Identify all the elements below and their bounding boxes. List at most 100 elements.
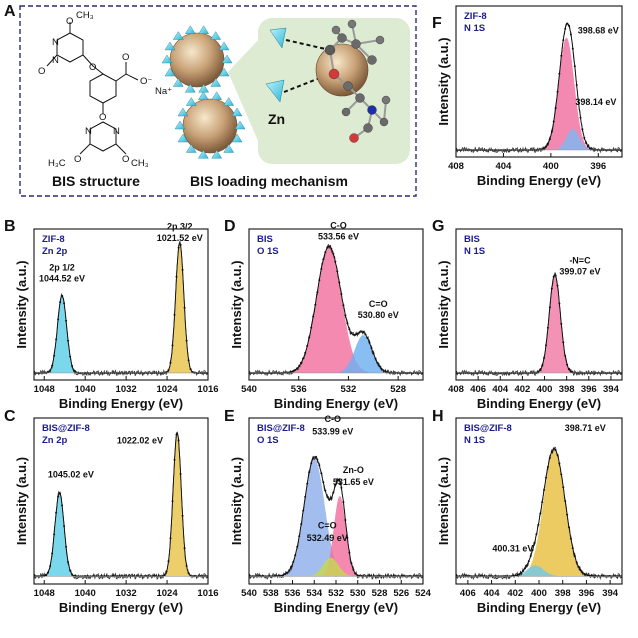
raw-data-point <box>171 344 174 347</box>
zn-tetrahedron-icon <box>234 120 246 130</box>
raw-data-point <box>348 551 351 554</box>
raw-data-point <box>562 341 565 344</box>
raw-data-point <box>55 338 58 341</box>
raw-data-point <box>550 287 553 290</box>
bis-molecule-sphere <box>315 43 369 97</box>
raw-data-point <box>49 565 52 567</box>
raw-data-point <box>344 519 347 521</box>
y-axis-title: Intensity (a.u.) <box>436 260 451 348</box>
x-axis-title: Binding Energy (eV) <box>59 600 183 615</box>
plot-frame <box>33 228 209 381</box>
raw-data-point <box>67 339 70 342</box>
peak-annotation: Zn-O <box>343 465 364 475</box>
panel-label-a: A <box>4 3 16 20</box>
peak-annotation: 533.56 eV <box>318 232 359 242</box>
raw-data-point <box>71 365 74 367</box>
raw-data-point <box>560 322 563 325</box>
raw-data-point <box>539 368 542 371</box>
molecule-atom <box>328 68 340 80</box>
raw-data-point <box>581 128 584 131</box>
raw-data-point <box>562 39 565 42</box>
raw-data-point <box>290 565 293 568</box>
chart-panel-e: E 540 538 536 534 532 530 528 526 524 Binding Ener… <box>224 408 432 615</box>
raw-data-point <box>302 357 305 360</box>
zn-tetrahedron-icon <box>184 25 196 34</box>
element-label: Zn 2p <box>42 246 68 257</box>
plot-area <box>34 240 208 377</box>
atom-n4: N <box>113 126 120 137</box>
raw-data-point <box>573 65 576 68</box>
zn-tetrahedron-icon <box>172 31 184 40</box>
x-tick-label: 532 <box>328 588 344 599</box>
raw-data-point <box>571 47 574 50</box>
raw-data-point <box>388 371 391 374</box>
raw-data-point <box>560 473 563 476</box>
peak-annotation: 533.99 eV <box>312 426 353 436</box>
raw-data-point <box>304 351 307 354</box>
raw-data-point <box>374 357 377 360</box>
x-tick-label: 1040 <box>75 588 96 599</box>
raw-data-point <box>55 511 58 514</box>
atom-n3: N <box>85 126 92 137</box>
x-tick-label: 524 <box>415 588 432 599</box>
raw-data-point <box>533 541 536 544</box>
x-tick-label: 406 <box>470 384 486 395</box>
x-tick-label: 398 <box>555 588 571 599</box>
chart-panel-c: C 1048 1040 1032 1024 1016 Binding Energy (eV)… <box>4 408 219 615</box>
peak-annotation: C=O <box>369 299 388 309</box>
coordination-bond-1 <box>285 39 331 51</box>
raw-data-point <box>358 331 361 334</box>
zif8-particle-top <box>161 25 233 93</box>
peak-annotation: 398.14 eV <box>575 97 616 107</box>
raw-data-point <box>360 330 363 333</box>
element-label: O 1S <box>257 246 279 257</box>
x-tick-label: 538 <box>263 588 279 599</box>
sample-name: BIS@ZIF-8 <box>42 423 90 434</box>
raw-data-point <box>53 533 56 536</box>
raw-data-point <box>366 337 369 339</box>
zn-tetrahedron-icon <box>221 54 233 64</box>
raw-data-point <box>340 486 343 489</box>
raw-data-point <box>316 291 319 294</box>
raw-data-point <box>69 355 72 358</box>
raw-data-point <box>579 569 582 572</box>
raw-data-point <box>548 456 551 459</box>
x-tick-label: 406 <box>460 588 476 599</box>
raw-data-point <box>380 367 383 370</box>
raw-data-point <box>282 574 285 577</box>
x-axis-title: Binding Energy (eV) <box>477 173 601 188</box>
molecule-atom <box>381 95 391 105</box>
raw-data-point <box>554 274 557 277</box>
sample-name: BIS@ZIF-8 <box>257 423 305 434</box>
raw-data-point <box>537 523 540 526</box>
peak-annotation: 531.65 eV <box>333 477 374 487</box>
raw-data-point <box>165 570 168 573</box>
xps-panels: B 1048 1040 1032 1024 1016 Binding Energy (eV)… <box>4 5 623 615</box>
molecule-atom <box>375 35 385 45</box>
raw-data-point <box>63 302 66 305</box>
raw-data-point <box>527 560 530 563</box>
y-axis-title: Intensity (a.u.) <box>14 260 29 348</box>
peak-annotation: 1022.02 eV <box>117 436 163 446</box>
raw-data-point <box>294 368 297 371</box>
raw-data-point <box>550 130 553 133</box>
panel-label: F <box>432 15 442 32</box>
panel-label: H <box>432 408 444 425</box>
raw-data-point <box>338 281 341 284</box>
raw-data-point <box>169 537 172 540</box>
raw-data-point <box>344 314 347 317</box>
sample-name: BIS <box>464 234 480 245</box>
raw-data-point <box>61 294 64 297</box>
raw-data-point <box>370 347 373 350</box>
raw-data-point <box>298 535 301 538</box>
raw-data-point <box>358 574 361 577</box>
x-tick-label: 1048 <box>34 588 55 599</box>
peak-component-1 <box>249 496 423 577</box>
raw-data-point <box>57 318 60 321</box>
raw-data-point <box>328 245 331 248</box>
raw-data-point <box>556 90 559 93</box>
atom-n2: N <box>52 55 59 66</box>
raw-data-point <box>573 555 576 558</box>
raw-data-point <box>356 574 359 577</box>
